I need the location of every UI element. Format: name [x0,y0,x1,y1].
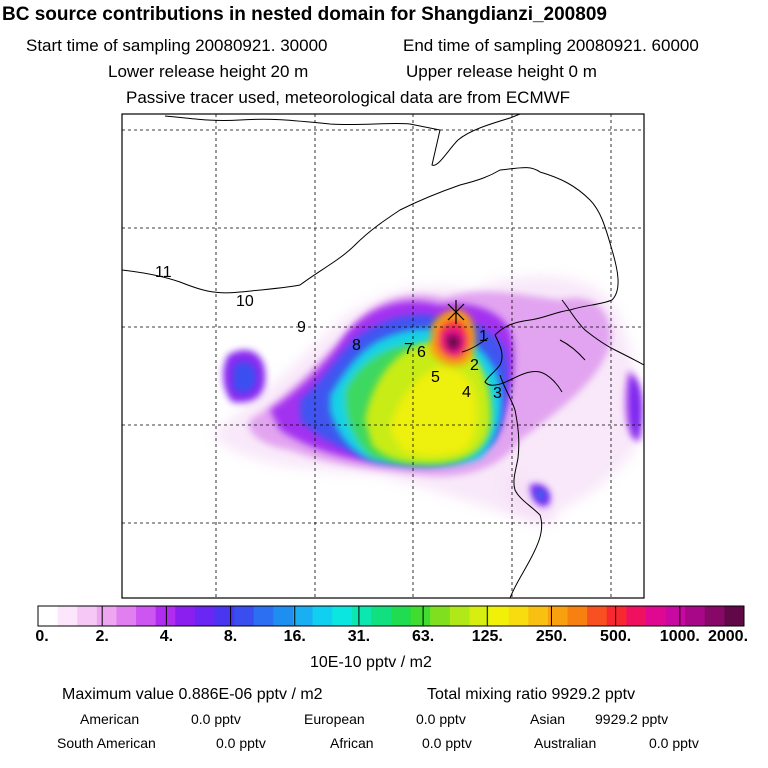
colorbar-cell [528,606,549,626]
colorbar-tick-label: 8. [223,628,238,645]
region-labels: 1 2 3 4 5 6 7 8 9 10 11 [155,264,502,402]
african-value: 0.0 pptv [422,735,472,751]
asian-label: Asian [530,711,566,727]
lower-release-text: Lower release height 20 m [108,62,309,81]
region-label-4: 4 [462,384,471,401]
colorbar-cell [547,606,568,626]
max-value-text: Maximum value 0.886E-06 pptv / m2 [62,686,323,703]
colorbar-tick-label: 1000. [659,628,700,645]
concentration-field [215,276,642,524]
colorbar [37,605,745,627]
colorbar-cell [371,606,392,626]
colorbar-tick-label: 4. [159,628,174,645]
colorbar-tick-label: 16. [283,628,306,645]
colorbar-cell [449,606,470,626]
upper-release-text: Upper release height 0 m [406,62,597,81]
colorbar-cell [704,606,725,626]
colorbar-cell [391,606,412,626]
colorbar-cell [430,606,451,626]
african-label: African [330,735,374,751]
start-sampling-text: Start time of sampling 20080921. 30000 [26,36,328,55]
colorbar-tick-label: 63. [411,628,435,645]
colorbar-tick-label: 2. [95,628,109,645]
colorbar-cell [116,606,137,626]
asian-value: 9929.2 pptv [595,711,669,727]
region-label-1: 1 [479,328,488,345]
colorbar-frame [37,605,745,627]
map-gridlines [122,114,644,598]
region-label-9: 9 [297,319,306,336]
colorbar-cell [587,606,608,626]
colorbar-cell [332,606,353,626]
colorbar-tick-label: 31. [347,628,371,645]
tracer-note-text: Passive tracer used, meteorological data… [126,88,571,107]
colorbar-cell [175,606,196,626]
colorbar-tick-label: 0. [35,628,49,645]
colorbar-tick-label: 125. [471,628,503,645]
colorbar-unit-label: 10E-10 pptv / m2 [310,654,432,671]
colorbar-cell [410,606,431,626]
colorbar-cell [292,606,314,626]
colorbar-cell [567,606,588,626]
coastline-lines [122,114,644,598]
colorbar-cell [665,606,686,626]
region-label-6: 6 [417,344,426,361]
colorbar-cell [57,606,78,626]
region-label-2: 2 [470,357,479,374]
colorbar-tick-label: 500. [600,628,632,645]
colorbar-cell [606,606,627,626]
total-mixing-ratio-text: Total mixing ratio 9929.2 pptv [427,686,636,703]
colorbar-cell [685,606,706,626]
colorbar-cell [234,606,255,626]
region-label-7: 7 [404,341,413,358]
colorbar-cell [724,606,745,626]
map-frame [121,113,645,599]
colorbar-cell [469,606,490,626]
colorbar-cell [351,606,372,626]
plot-title: BC source contributions in nested domain… [2,4,607,25]
european-label: European [304,711,365,727]
colorbar-cell [214,606,235,626]
european-value: 0.0 pptv [416,711,466,727]
colorbar-cell [312,606,333,626]
south-american-value: 0.0 pptv [216,735,266,751]
american-value: 0.0 pptv [191,711,241,727]
colorbar-tick-label: 2000. [707,628,749,645]
colorbar-cell [626,606,647,626]
colorbar-cell [77,606,98,626]
australian-value: 0.0 pptv [649,735,699,751]
receptor-marker [447,300,465,324]
colorbar-cell [273,606,294,626]
american-label: American [80,711,140,727]
colorbar-tick-label: 250. [535,628,568,645]
region-label-11: 11 [155,264,172,281]
colorbar-cell [253,606,274,626]
colorbar-cell [96,606,117,626]
south-american-label: South American [57,735,156,751]
region-label-3: 3 [493,385,502,402]
colorbar-cell [645,606,667,626]
region-label-8: 8 [352,337,361,354]
colorbar-cell [155,606,176,626]
australian-label: Australian [534,735,597,751]
colorbar-cell [136,606,157,626]
colorbar-cell [194,606,215,626]
end-sampling-text: End time of sampling 20080921. 60000 [403,36,699,55]
colorbar-cell [508,606,529,626]
colorbar-cell [38,606,59,626]
region-label-5: 5 [431,369,440,386]
colorbar-cell [489,606,510,626]
region-label-10: 10 [236,293,254,310]
